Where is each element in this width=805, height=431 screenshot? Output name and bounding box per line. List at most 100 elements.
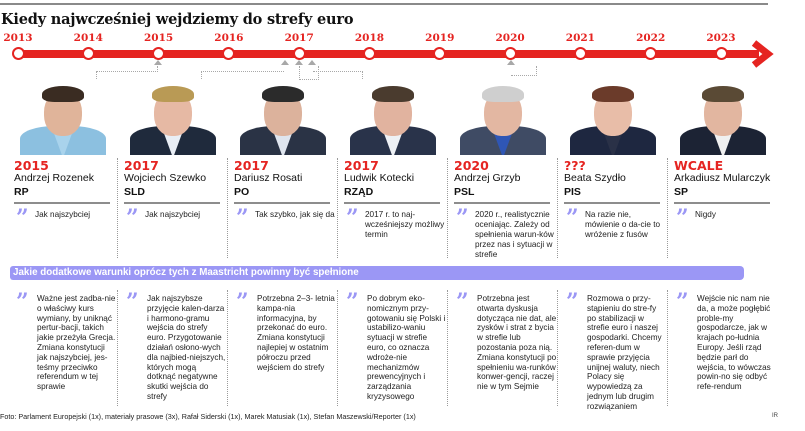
column-divider: [447, 290, 448, 406]
portrait-hair: [592, 86, 634, 102]
party-label: SP: [674, 186, 689, 198]
conditions-banner: Jakie dodatkowe warunki oprócz tych z Ma…: [10, 266, 374, 280]
connector-2017-mid: [299, 66, 319, 80]
entry-year: WCALE: [674, 158, 724, 173]
person-quote: Nigdy: [695, 210, 716, 219]
person-name: Andrzej Grzyb: [454, 172, 521, 184]
condition-text: Wejście nic nam nie da, a może pogłębić …: [697, 294, 771, 392]
column-divider: [117, 290, 118, 406]
entry-year: 2020: [454, 158, 489, 173]
timeline-year-label: 2020: [495, 32, 525, 44]
party-label: PSL: [454, 186, 475, 198]
column-divider: [227, 158, 228, 258]
separator-rule: [344, 202, 440, 204]
quote-icon: ”: [236, 289, 249, 315]
separator-rule: [14, 202, 110, 204]
portrait-photo: [670, 80, 774, 155]
quote-icon: ”: [126, 289, 139, 315]
person-name: Andrzej Rozenek: [14, 172, 94, 184]
person-name: Beata Szydło: [564, 172, 626, 184]
quote-icon: ”: [456, 289, 469, 315]
connector-2015-stem: [157, 66, 158, 72]
portrait-hair: [152, 86, 194, 102]
column-divider: [667, 158, 668, 258]
column-divider: [667, 290, 668, 406]
portrait-hair: [702, 86, 744, 102]
portrait-hair: [482, 86, 524, 102]
party-label: RP: [14, 186, 29, 198]
timeline-bar: [14, 50, 759, 58]
entry-year: ???: [564, 158, 586, 173]
party-label: PIS: [564, 186, 581, 198]
quote-icon: ”: [456, 205, 469, 231]
timeline-year-marker: [573, 47, 587, 60]
timeline-year-marker: [11, 47, 25, 60]
column-divider: [117, 158, 118, 258]
quote-icon: ”: [566, 289, 579, 315]
timeline-year-label: 2022: [636, 32, 666, 44]
person-name: Arkadiusz Mularczyk: [674, 172, 771, 184]
entry-year: 2015: [14, 158, 49, 173]
party-label: PO: [234, 186, 250, 198]
timeline-year-label: 2021: [565, 32, 595, 44]
person-name: Wojciech Szewko: [124, 172, 207, 184]
portrait-photo: [450, 80, 554, 155]
conditions-banner-bar: [370, 266, 744, 280]
arrow-right-icon: [751, 40, 774, 68]
condition-text: Jak najszybsze przyjęcie kalen-darza i h…: [147, 294, 226, 401]
timeline-year-label: 2023: [706, 32, 736, 44]
party-label: RZĄD: [344, 186, 374, 198]
condition-text: Rozmowa o przy-stąpieniu do stre-fy po s…: [587, 294, 662, 411]
person-quote: 2020 r., realistycznie oceniając. Zależy…: [475, 210, 554, 259]
quote-icon: ”: [236, 205, 249, 231]
timeline-year-marker: [503, 47, 517, 60]
portrait-hair: [42, 86, 84, 102]
quote-icon: ”: [566, 205, 579, 231]
timeline-year-label: 2019: [425, 32, 455, 44]
party-label: SLD: [124, 186, 145, 198]
entry-year: 2017: [124, 158, 159, 173]
person-quote: Jak najszybciej: [35, 210, 91, 219]
portrait-photo: [340, 80, 444, 155]
separator-rule: [674, 202, 770, 204]
timeline-year-marker: [644, 47, 658, 60]
person-quote: Jak najszybciej: [145, 210, 201, 219]
person-name: Dariusz Rosati: [234, 172, 303, 184]
timeline-year-marker: [433, 47, 447, 60]
portrait-photo: [120, 80, 224, 155]
column-divider: [557, 158, 558, 258]
quote-icon: ”: [346, 289, 359, 315]
person-name: Ludwik Kotecki: [344, 172, 415, 184]
quote-icon: ”: [676, 205, 689, 231]
portrait-photo: [10, 80, 114, 155]
separator-rule: [454, 202, 550, 204]
timeline-year-marker: [81, 47, 95, 60]
quote-icon: ”: [16, 289, 29, 315]
timeline-year-label: 2013: [3, 32, 33, 44]
timeline-year-label: 2017: [284, 32, 314, 44]
timeline-year-label: 2018: [354, 32, 385, 44]
page-title: Kiedy najwcześniej wejdziemy do strefy e…: [1, 11, 354, 28]
connector-arrow-icon: [153, 60, 163, 68]
quote-icon: ”: [676, 289, 689, 315]
portrait-photo: [230, 80, 334, 155]
condition-text: Potrzebna jest otwarta dyskusja dotycząc…: [477, 294, 557, 392]
timeline-year-marker: [292, 47, 306, 60]
portrait-hair: [372, 86, 414, 102]
condition-text: Po dobrym eko-nomicznym przy-gotowaniu s…: [367, 294, 446, 401]
column-divider: [337, 158, 338, 258]
entry-year: 2017: [234, 158, 269, 173]
timeline-year-label: 2015: [143, 32, 174, 44]
quote-icon: ”: [346, 205, 359, 231]
person-quote: 2017 r. to naj-wcześniejszy możliwy term…: [365, 210, 445, 239]
timeline-year-marker: [152, 47, 166, 60]
column-divider: [557, 290, 558, 406]
connector-arrow-icon: [294, 60, 304, 68]
person-quote: Na razie nie, mówienie o da-cie to wróże…: [585, 210, 661, 239]
connector-arrow-icon: [506, 60, 516, 68]
photo-credits: Foto: Parlament Europejski (1x), materia…: [0, 412, 416, 421]
separator-rule: [234, 202, 330, 204]
timeline-year-label: 2016: [214, 32, 244, 44]
timeline: 2013 2014 2015 2016 2017 2018 2019 2020 2021 2022…: [0, 28, 805, 78]
column-divider: [337, 290, 338, 406]
